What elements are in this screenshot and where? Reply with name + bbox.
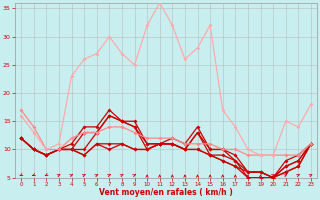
X-axis label: Vent moyen/en rafales ( km/h ): Vent moyen/en rafales ( km/h ) <box>99 188 233 197</box>
